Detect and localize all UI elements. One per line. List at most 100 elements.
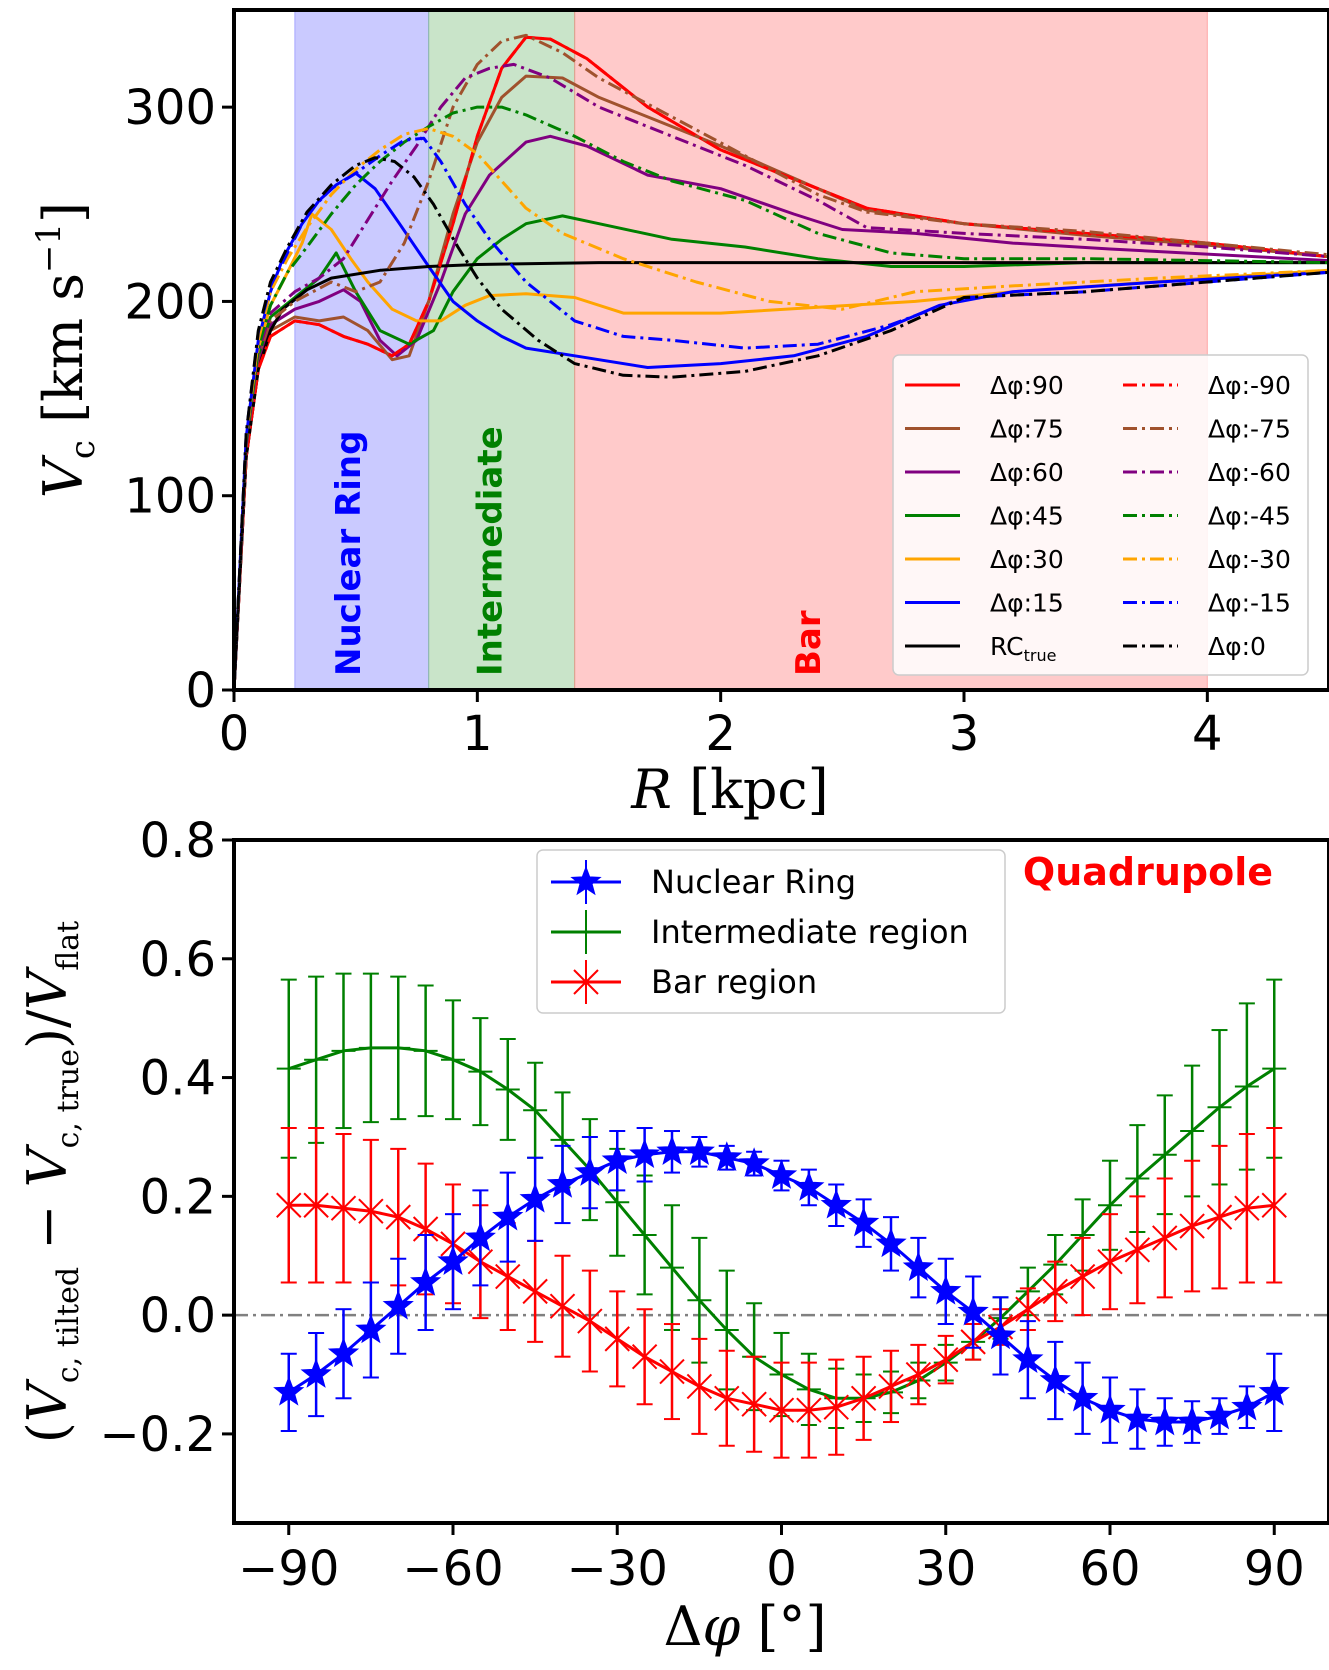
data-point-bar-region [659,1358,685,1385]
data-point-bar-region [577,1308,603,1334]
bottom-x-tick-label: 0 [766,1541,797,1597]
legend-label-bar-region: Bar region [651,963,817,1001]
bottom-y-tick-label: 0.4 [140,1051,216,1107]
data-point-bar-region [1124,1237,1151,1263]
top-y-axis-label: Vc [km s−1] [29,202,103,498]
bottom-x-tick-label: −30 [567,1541,668,1597]
region-label-nuclear-ring: Nuclear Ring [329,431,369,676]
bottom-y-axis-label: (Vc, tilted − Vc, true)/Vflat [16,921,86,1443]
legend-label-60: Δφ:-60 [1208,458,1291,487]
data-point-nuclear-ring [1231,1390,1263,1421]
data-point-bar-region [905,1361,932,1388]
data-point-bar-region [1206,1204,1233,1230]
data-point-bar-region [330,1195,357,1221]
top-y-tick-label: 0 [185,663,216,719]
bottom-x-tick-label: 30 [915,1541,976,1597]
bottom-x-ticks: −90 −60 −30 0 30 60 90 [238,1523,1305,1597]
data-point-nuclear-ring [574,1156,606,1186]
data-point-bar-region [358,1198,384,1224]
curve-15 [232,136,1329,691]
data-point-nuclear-ring [930,1274,962,1305]
top-x-tick-label: 4 [1192,706,1223,762]
series-bar-region [276,1127,1287,1459]
curve-90 [232,35,1329,691]
data-point-nuclear-ring [793,1170,825,1201]
legend-label-rc-true: RCtrue [990,632,1056,665]
bottom-x-tick-label: −90 [238,1541,339,1597]
data-point-nuclear-ring [902,1251,934,1281]
data-point-bar-region [933,1346,959,1373]
data-point-bar-region [1152,1225,1178,1251]
data-point-bar-region [1234,1195,1260,1221]
top-x-tick-label: 3 [949,706,980,762]
data-point-nuclear-ring [273,1375,305,1406]
legend-label-30: Δφ:-30 [1208,545,1291,574]
data-point-nuclear-ring [629,1138,661,1169]
data-point-bar-region [823,1394,849,1420]
data-point-nuclear-ring [765,1159,798,1189]
quadrupole-series [273,972,1290,1459]
data-point-bar-region [412,1216,439,1242]
curve-30 [232,127,1329,691]
bottom-x-tick-label: −60 [402,1541,503,1597]
legend-label-90: Δφ:90 [990,371,1064,400]
data-point-nuclear-ring [300,1358,332,1388]
data-point-bar-region [604,1326,630,1352]
data-point-nuclear-ring [382,1289,414,1320]
data-point-bar-region [796,1397,822,1423]
data-point-bar-region [1042,1278,1068,1305]
data-point-nuclear-ring [1258,1375,1290,1406]
bottom-y-tick-label: 0.2 [140,1169,216,1225]
data-point-nuclear-ring [437,1245,469,1275]
data-point-nuclear-ring [355,1313,387,1344]
data-point-nuclear-ring [1121,1402,1153,1433]
top-legend: Δφ:90 Δφ:75 Δφ:60 Δφ:45 Δφ:30 Δφ:15 RCtrue Δφ:-… [892,354,1309,676]
data-point-bar-region [878,1373,904,1400]
data-point-nuclear-ring [711,1141,743,1172]
data-point-nuclear-ring [1203,1399,1236,1430]
legend-label-45: Δφ:45 [990,502,1064,531]
curve-75 [232,74,1329,691]
data-point-nuclear-ring [1039,1364,1071,1394]
bottom-legend: Nuclear Ring Intermediate region Bar regio… [536,849,1006,1014]
data-point-bar-region [741,1391,767,1417]
data-point-nuclear-ring [601,1144,633,1174]
region-label-bar: Bar [789,610,829,676]
data-point-nuclear-ring [957,1295,989,1326]
bottom-y-tick-label: 0.0 [140,1288,216,1344]
legend-label-30: Δφ:30 [990,545,1064,574]
top-x-tick-label: 0 [219,706,250,762]
top-y-ticks: 0 100 200 300 [124,80,234,719]
top-x-tick-label: 1 [462,706,493,762]
legend-marker-bar-region [573,969,599,995]
bottom-y-tick-label: 0.6 [140,932,216,988]
curve-60 [232,134,1329,691]
top-axes-frame [232,8,1329,692]
data-point-nuclear-ring [820,1188,852,1219]
quadrupole-panel: Nuclear Ring Intermediate region Bar regio… [16,813,1329,1658]
legend-label-75: Δφ:-75 [1208,415,1291,444]
top-legend-box [892,354,1309,676]
bottom-legend-box [536,849,1006,1014]
bottom-y-ticks: −0.2 0.0 0.2 0.4 0.6 0.8 [99,813,234,1463]
legend-label-15: Δφ:15 [990,589,1064,618]
top-y-tick-label: 100 [124,469,216,525]
curve-75 [232,33,1329,691]
data-point-bar-region [686,1373,713,1400]
data-point-bar-region [1179,1213,1205,1239]
region-labels: Nuclear Ring Intermediate Bar [329,426,829,676]
data-point-bar-region [303,1192,329,1218]
quadrupole-label: Quadrupole [1023,850,1273,894]
data-point-bar-region [276,1192,302,1218]
data-point-bar-region [495,1263,521,1290]
data-point-nuclear-ring [848,1206,880,1237]
data-point-bar-region [385,1204,411,1230]
legend-label-60: Δφ:60 [990,458,1064,487]
data-point-bar-region [714,1385,740,1411]
curve-60 [232,62,1329,691]
data-point-nuclear-ring [1012,1343,1044,1373]
legend-marker-nuclear-ring [570,865,602,896]
data-point-bar-region [768,1397,795,1423]
data-point-bar-region [1097,1248,1123,1275]
